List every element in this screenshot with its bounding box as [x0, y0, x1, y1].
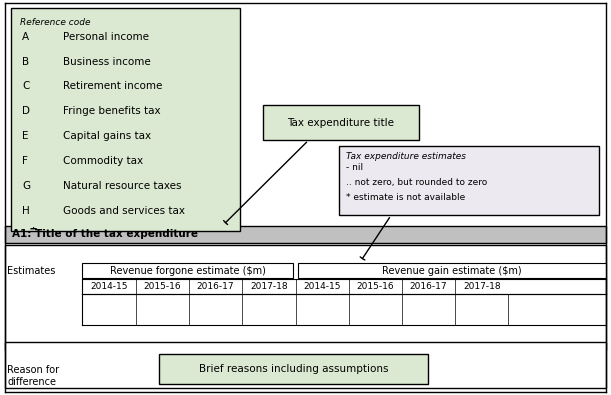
Text: 2015-16: 2015-16	[144, 282, 181, 291]
Text: Natural resource taxes: Natural resource taxes	[63, 181, 181, 191]
FancyBboxPatch shape	[298, 263, 606, 278]
Text: Commodity tax: Commodity tax	[63, 156, 143, 166]
Text: Goods and services tax: Goods and services tax	[63, 206, 185, 216]
Text: 2016-17: 2016-17	[410, 282, 447, 291]
Text: 2014-15: 2014-15	[304, 282, 341, 291]
Text: A: A	[22, 32, 29, 41]
Text: D: D	[22, 106, 30, 117]
Text: Brief reasons including assumptions: Brief reasons including assumptions	[199, 364, 388, 374]
Text: Business income: Business income	[63, 56, 151, 66]
FancyBboxPatch shape	[159, 354, 428, 384]
FancyBboxPatch shape	[11, 8, 240, 231]
Text: C: C	[22, 81, 29, 92]
Text: A1: Title of the tax expenditure: A1: Title of the tax expenditure	[12, 229, 198, 239]
Text: Tax expenditure title: Tax expenditure title	[287, 118, 394, 128]
Text: 2017-18: 2017-18	[463, 282, 500, 291]
Text: * estimate is not available: * estimate is not available	[346, 193, 466, 202]
Text: Fringe benefits tax: Fringe benefits tax	[63, 106, 161, 117]
FancyBboxPatch shape	[82, 263, 293, 278]
Text: 2015-16: 2015-16	[357, 282, 394, 291]
Text: - nil: - nil	[346, 163, 364, 172]
Text: Tax expenditure estimates: Tax expenditure estimates	[346, 152, 466, 161]
Text: H: H	[22, 206, 30, 216]
Text: 2014-15: 2014-15	[90, 282, 128, 291]
Text: Capital gains tax: Capital gains tax	[63, 132, 151, 141]
Text: Revenue forgone estimate ($m): Revenue forgone estimate ($m)	[110, 265, 266, 276]
FancyBboxPatch shape	[5, 226, 606, 243]
Text: E: E	[22, 132, 29, 141]
Text: Estimates: Estimates	[7, 265, 56, 276]
Text: Revenue gain estimate ($m): Revenue gain estimate ($m)	[382, 265, 522, 276]
FancyBboxPatch shape	[5, 342, 606, 388]
Text: Retirement income: Retirement income	[63, 81, 163, 92]
Text: 2016-17: 2016-17	[197, 282, 234, 291]
Text: Reference code: Reference code	[20, 18, 90, 27]
Text: G: G	[22, 181, 30, 191]
FancyBboxPatch shape	[339, 146, 599, 215]
Text: Reason for
difference: Reason for difference	[7, 365, 59, 387]
FancyBboxPatch shape	[263, 105, 419, 140]
FancyBboxPatch shape	[5, 245, 606, 350]
Text: Personal income: Personal income	[63, 32, 149, 41]
Text: .. not zero, but rounded to zero: .. not zero, but rounded to zero	[346, 178, 488, 187]
Text: 2017-18: 2017-18	[250, 282, 288, 291]
Text: B: B	[22, 56, 29, 66]
Text: F: F	[22, 156, 28, 166]
